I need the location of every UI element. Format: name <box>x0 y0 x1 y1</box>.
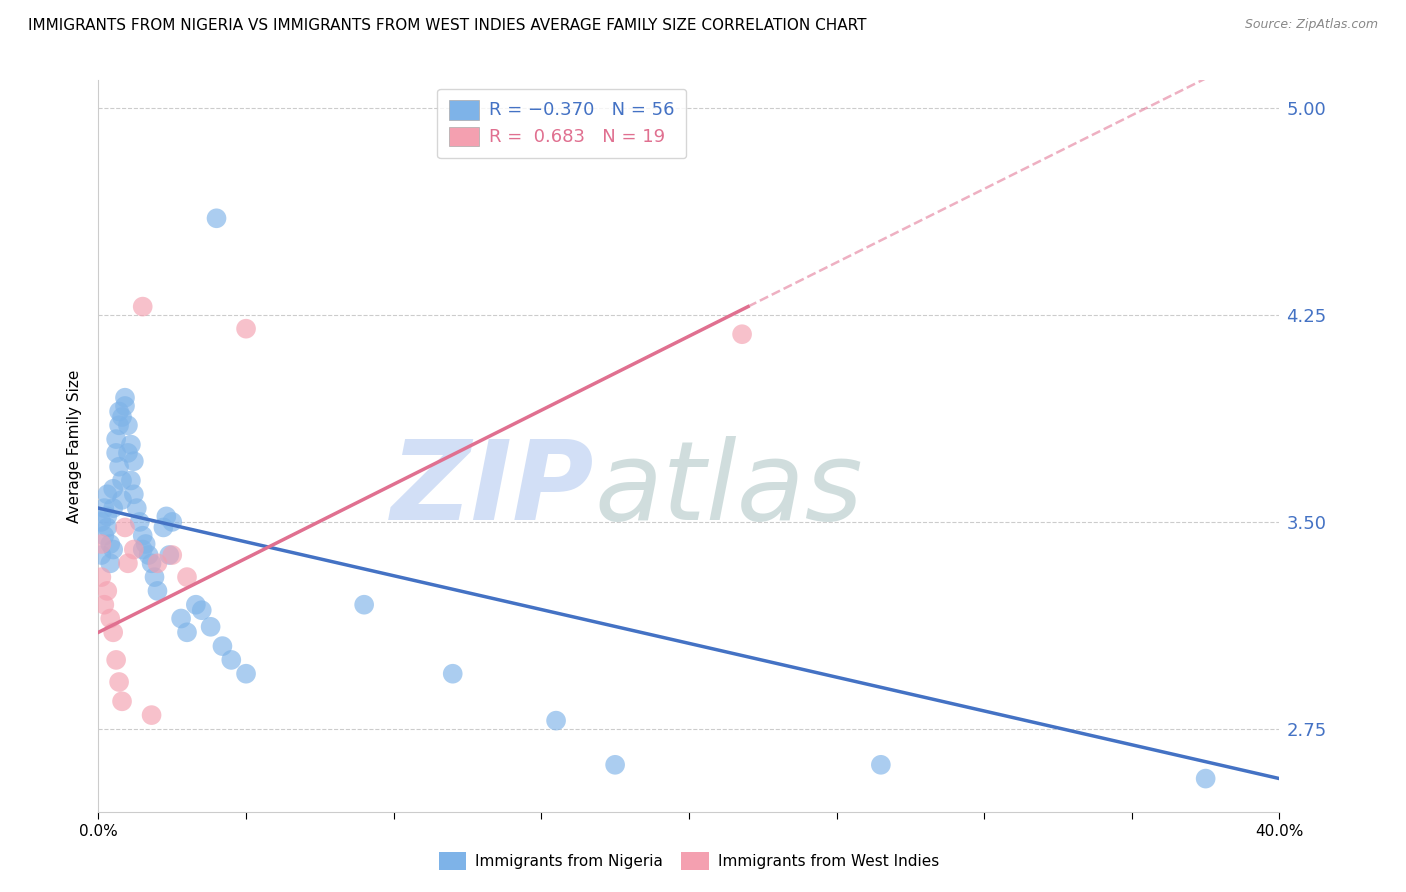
Point <box>353 598 375 612</box>
Point <box>117 557 139 571</box>
Point <box>141 557 163 571</box>
Point <box>103 482 125 496</box>
Legend: Immigrants from Nigeria, Immigrants from West Indies: Immigrants from Nigeria, Immigrants from… <box>430 845 948 877</box>
Point <box>111 410 134 425</box>
Point <box>108 675 131 690</box>
Point <box>135 537 157 551</box>
Point <box>200 620 222 634</box>
Point <box>176 625 198 640</box>
Point <box>176 570 198 584</box>
Point <box>152 520 174 534</box>
Point <box>162 548 183 562</box>
Point <box>98 611 121 625</box>
Point <box>108 459 131 474</box>
Point <box>117 418 139 433</box>
Point <box>96 583 118 598</box>
Point <box>211 639 233 653</box>
Point <box>731 327 754 342</box>
Point <box>869 757 891 772</box>
Point <box>93 501 115 516</box>
Point <box>605 757 627 772</box>
Point <box>114 399 136 413</box>
Point <box>146 557 169 571</box>
Point <box>114 520 136 534</box>
Point <box>90 548 112 562</box>
Point <box>138 548 160 562</box>
Point <box>103 542 125 557</box>
Point <box>111 492 134 507</box>
Point <box>105 446 128 460</box>
Point <box>114 391 136 405</box>
Point <box>108 404 131 418</box>
Point <box>120 437 142 451</box>
Text: Source: ZipAtlas.com: Source: ZipAtlas.com <box>1244 18 1378 31</box>
Text: IMMIGRANTS FROM NIGERIA VS IMMIGRANTS FROM WEST INDIES AVERAGE FAMILY SIZE CORRE: IMMIGRANTS FROM NIGERIA VS IMMIGRANTS FR… <box>28 18 866 33</box>
Point <box>108 418 131 433</box>
Point <box>111 474 134 488</box>
Point <box>235 666 257 681</box>
Point <box>98 537 121 551</box>
Point <box>120 474 142 488</box>
Point <box>132 542 155 557</box>
Point <box>162 515 183 529</box>
Text: ZIP: ZIP <box>391 436 595 543</box>
Text: atlas: atlas <box>595 436 863 543</box>
Point <box>441 666 464 681</box>
Point <box>90 570 112 584</box>
Point <box>141 708 163 723</box>
Point <box>191 603 214 617</box>
Point <box>132 529 155 543</box>
Point <box>96 487 118 501</box>
Point <box>93 598 115 612</box>
Point <box>128 515 150 529</box>
Point <box>93 529 115 543</box>
Point <box>143 570 166 584</box>
Point <box>132 300 155 314</box>
Point <box>111 694 134 708</box>
Point <box>122 542 145 557</box>
Point <box>96 520 118 534</box>
Point <box>219 653 242 667</box>
Point <box>184 598 207 612</box>
Point <box>103 501 125 516</box>
Point <box>117 446 139 460</box>
Point <box>122 454 145 468</box>
Point <box>105 432 128 446</box>
Point <box>90 515 112 529</box>
Point <box>157 548 180 562</box>
Point <box>105 653 128 667</box>
Y-axis label: Average Family Size: Average Family Size <box>67 369 83 523</box>
Point <box>98 557 121 571</box>
Point <box>546 714 568 728</box>
Point <box>235 321 257 335</box>
Point <box>122 487 145 501</box>
Point <box>205 211 228 226</box>
Point <box>146 583 169 598</box>
Point <box>170 611 193 625</box>
Point <box>155 509 177 524</box>
Point <box>1195 772 1218 786</box>
Point <box>103 625 125 640</box>
Point <box>96 509 118 524</box>
Point <box>90 537 112 551</box>
Point <box>125 501 148 516</box>
